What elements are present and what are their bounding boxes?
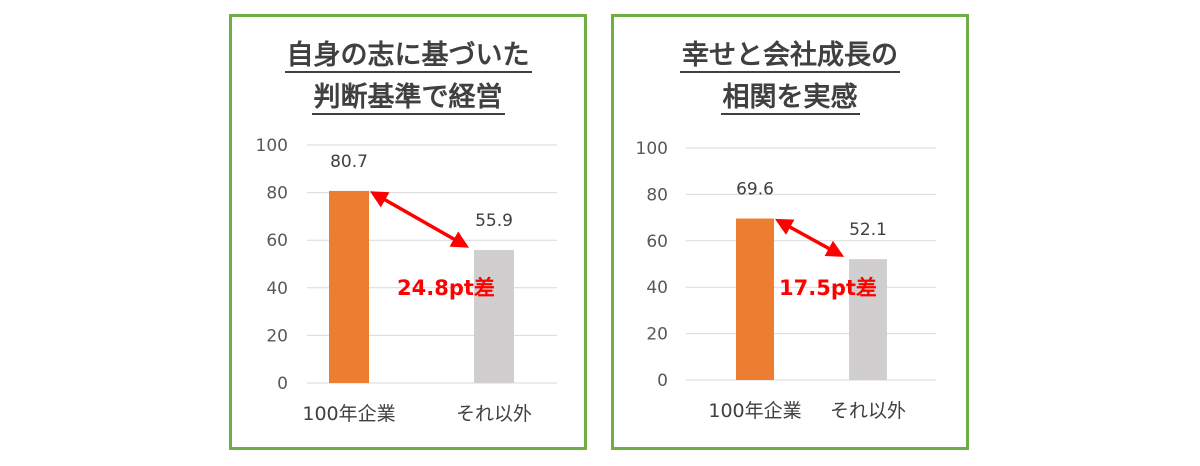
y-tick-label: 0: [657, 371, 668, 391]
difference-arrow: [369, 191, 470, 248]
chart-title: 幸せと会社成長の 相関を実感: [614, 35, 966, 119]
data-label: 69.6: [736, 180, 774, 200]
chart-title: 自身の志に基づいた 判断基準で経営: [232, 35, 584, 119]
bar: [474, 249, 514, 383]
data-label: 80.7: [330, 152, 368, 172]
data-label: 52.1: [849, 220, 887, 240]
bar-chart: 0 20 40 60 80 100 80.7 100年企業 55.9 それ以外 24.8pt差: [256, 136, 557, 425]
chart-title-line-1: 自身の志に基づいた: [284, 40, 532, 73]
bar-chart: 0 20 40 60 80 100 69.6 100年企業 52.1 それ以外 17.5pt差: [636, 139, 936, 422]
category-label: それ以外: [456, 403, 532, 425]
y-tick-label: 60: [266, 231, 288, 251]
bar: [849, 259, 887, 380]
bar: [736, 218, 774, 380]
category-label: それ以外: [830, 400, 906, 422]
y-tick-label: 80: [646, 185, 668, 205]
y-tick-label: 40: [266, 279, 288, 299]
chart-panel-1: 幸せと会社成長の 相関を実感 0 20 40 60 80 100 69.6 100年企業 52.…: [611, 14, 969, 450]
y-tick-label: 20: [646, 325, 668, 345]
chart-panel-0: 自身の志に基づいた 判断基準で経営 0 20 40 60 80 100 80.7 100年企業…: [229, 14, 587, 450]
y-tick-label: 40: [646, 278, 668, 298]
category-label: 100年企業: [302, 403, 395, 425]
y-tick-label: 0: [277, 374, 288, 394]
y-tick-label: 100: [256, 136, 288, 156]
y-tick-label: 80: [266, 184, 288, 204]
difference-label: 24.8pt差: [397, 276, 495, 300]
chart-title-line-2: 判断基準で経営: [311, 82, 505, 115]
chart-title-line-1: 幸せと会社成長の: [680, 40, 900, 73]
y-tick-label: 60: [646, 232, 668, 252]
y-tick-label: 100: [636, 139, 668, 159]
data-label: 55.9: [475, 211, 513, 231]
bar: [329, 190, 369, 383]
difference-label: 17.5pt差: [779, 276, 877, 300]
chart-title-line-2: 相関を実感: [720, 82, 860, 115]
category-label: 100年企業: [708, 400, 801, 422]
y-tick-label: 20: [266, 326, 288, 346]
difference-arrow: [774, 218, 845, 257]
